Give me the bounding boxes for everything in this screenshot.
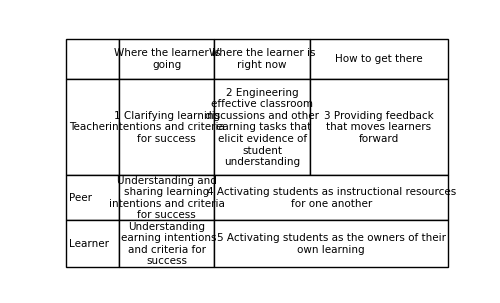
Bar [119, 221, 214, 267]
Bar [310, 79, 448, 175]
Text: Understanding and
sharing learning
intentions and criteria
for success: Understanding and sharing learning inten… [109, 175, 224, 220]
Text: 2 Engineering
effective classroom
discussions and other
learning tasks that
elic: 2 Engineering effective classroom discus… [205, 88, 319, 167]
Text: Where the learner is
right now: Where the learner is right now [209, 48, 316, 70]
Bar [214, 221, 448, 267]
Text: 5 Activating students as the owners of their
own learning: 5 Activating students as the owners of t… [217, 233, 446, 255]
Text: Understanding
learning intentions
and criteria for
success: Understanding learning intentions and cr… [118, 221, 216, 266]
Bar [119, 79, 214, 175]
Bar [66, 221, 119, 267]
Bar [66, 175, 119, 221]
Text: Teacher: Teacher [70, 122, 110, 132]
Bar [214, 175, 448, 221]
Bar [310, 39, 448, 79]
Bar [214, 79, 310, 175]
Bar [119, 39, 214, 79]
Text: Learner: Learner [70, 239, 110, 249]
Bar [119, 175, 214, 221]
Bar [66, 39, 119, 79]
Bar [66, 79, 119, 175]
Text: Peer: Peer [70, 193, 92, 203]
Text: 1 Clarifying learning
intentions and criteria
for success: 1 Clarifying learning intentions and cri… [109, 111, 224, 144]
Bar [214, 39, 310, 79]
Text: Where the learner is
going: Where the learner is going [114, 48, 220, 70]
Text: How to get there: How to get there [335, 54, 423, 64]
Text: 3 Providing feedback
that moves learners
forward: 3 Providing feedback that moves learners… [324, 111, 434, 144]
Text: 4 Activating students as instructional resources
for one another: 4 Activating students as instructional r… [206, 187, 456, 209]
